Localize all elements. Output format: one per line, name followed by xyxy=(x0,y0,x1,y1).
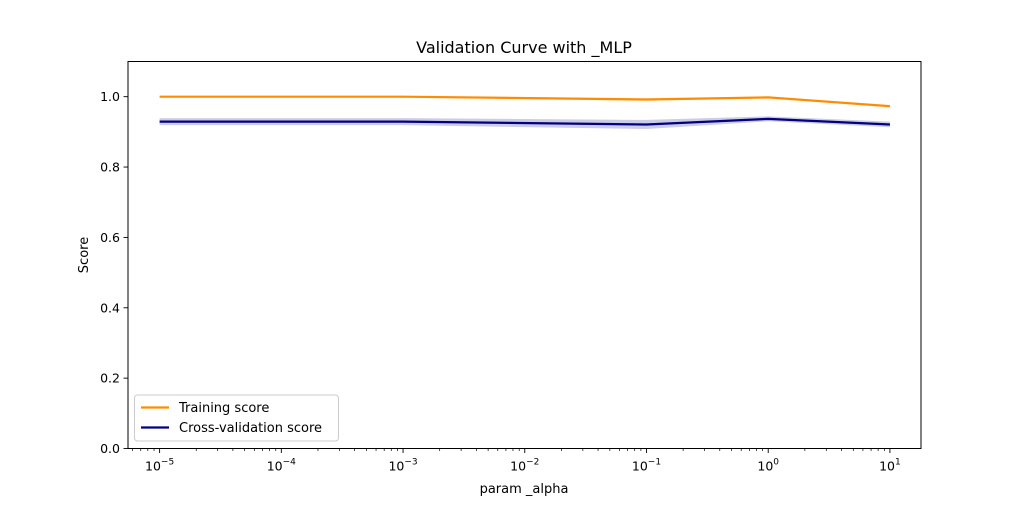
x-axis-label: param _alpha xyxy=(480,482,569,497)
y-tick-label: 1.0 xyxy=(100,89,120,104)
x-tick-label: 100 xyxy=(757,458,779,474)
y-tick-label: 0.4 xyxy=(100,300,120,315)
y-tick-label: 0.8 xyxy=(100,160,120,175)
y-axis-label: Score xyxy=(77,237,92,273)
y-tick-label: 0.2 xyxy=(100,371,120,386)
legend-label-training: Training score xyxy=(178,401,269,416)
series-line-cross-validation-score xyxy=(159,117,890,126)
series-lines xyxy=(159,95,891,126)
series-line-training-score xyxy=(159,95,891,108)
legend-label-cross-validation: Cross-validation score xyxy=(179,421,322,436)
x-tick-label: 10−1 xyxy=(632,458,661,474)
y-tick-label: 0.6 xyxy=(100,230,120,245)
x-axis: 10−5 10−4 10−3 10−2 10−1 100 101 xyxy=(132,448,901,474)
x-tick-label: 10−2 xyxy=(510,458,539,474)
x-tick-label: 101 xyxy=(879,458,901,474)
chart-title: Validation Curve with _MLP xyxy=(416,38,632,58)
x-tick-label: 10−4 xyxy=(267,458,296,474)
y-axis: 0.0 0.2 0.4 0.6 0.8 1.0 xyxy=(100,89,128,456)
x-tick-label: 10−3 xyxy=(388,458,417,474)
legend: Training score Cross-validation score xyxy=(134,394,339,442)
legend-box xyxy=(134,394,339,442)
x-tick-label: 10−5 xyxy=(145,458,174,474)
y-tick-label: 0.0 xyxy=(100,441,120,456)
